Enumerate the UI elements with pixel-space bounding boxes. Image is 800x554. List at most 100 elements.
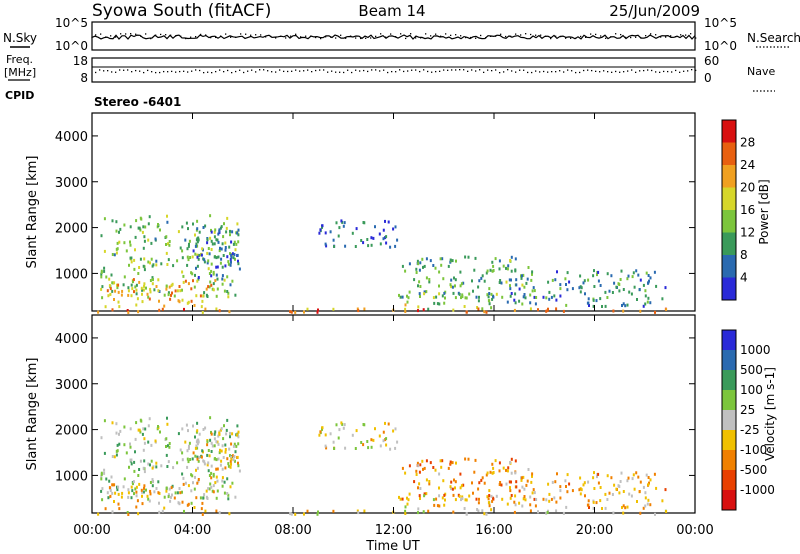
heatmap-cell bbox=[210, 269, 213, 273]
heatmap-cell bbox=[224, 264, 227, 268]
heatmap-cell bbox=[196, 219, 199, 223]
heatmap-cell bbox=[118, 305, 121, 309]
nsearch-dot bbox=[100, 33, 102, 35]
heatmap-cell bbox=[215, 265, 218, 269]
heatmap-cell bbox=[486, 293, 489, 297]
nave-dot bbox=[423, 69, 425, 71]
heatmap-cell bbox=[228, 512, 231, 516]
heatmap-cell bbox=[150, 241, 153, 245]
heatmap-cell bbox=[486, 495, 489, 499]
heatmap-cell bbox=[344, 446, 347, 450]
heatmap-cell bbox=[125, 249, 128, 253]
colorbar-tick-label: 25 bbox=[740, 403, 755, 417]
heatmap-cell bbox=[196, 244, 199, 248]
heatmap-cell bbox=[217, 255, 220, 259]
heatmap-cell bbox=[394, 427, 397, 431]
heatmap-cell bbox=[101, 296, 104, 300]
heatmap-cell bbox=[174, 289, 177, 293]
x-tick-label: 08:00 bbox=[274, 523, 311, 538]
nsearch-dot bbox=[145, 33, 147, 35]
nave-dot bbox=[159, 71, 161, 74]
heatmap-cell bbox=[141, 300, 144, 304]
heatmap-cell bbox=[217, 232, 220, 236]
heatmap-cell bbox=[647, 483, 650, 487]
heatmap-cell bbox=[429, 461, 432, 465]
heatmap-cell bbox=[111, 421, 114, 425]
heatmap-cell bbox=[451, 461, 454, 465]
nsearch-dot bbox=[505, 35, 507, 38]
nsearch-dot bbox=[480, 34, 482, 37]
heatmap-cell bbox=[468, 292, 471, 296]
heatmap-cell bbox=[423, 264, 426, 268]
heatmap-cell bbox=[141, 288, 144, 292]
nave-dot bbox=[411, 69, 413, 71]
nave-dot bbox=[435, 70, 437, 73]
heatmap-cell bbox=[237, 461, 239, 465]
heatmap-cell bbox=[232, 242, 235, 246]
nave-dot bbox=[671, 71, 673, 73]
nsearch-dot bbox=[540, 34, 542, 36]
heatmap-cell bbox=[212, 472, 215, 476]
heatmap-cell bbox=[120, 293, 123, 297]
heatmap-cell bbox=[237, 430, 240, 434]
heatmap-cell bbox=[587, 499, 590, 503]
heatmap-cell bbox=[473, 470, 476, 474]
heatmap-cell bbox=[143, 268, 146, 272]
heatmap-cell bbox=[319, 228, 322, 232]
heatmap-cell bbox=[151, 264, 154, 268]
nave-dot bbox=[519, 69, 521, 71]
heatmap-cell bbox=[132, 280, 134, 284]
heatmap-cell bbox=[140, 488, 143, 492]
heatmap-cell bbox=[329, 432, 332, 436]
heatmap-cell bbox=[166, 416, 168, 420]
heatmap-cell bbox=[477, 501, 480, 505]
heatmap-cell bbox=[593, 285, 596, 288]
heatmap-cell bbox=[135, 494, 138, 498]
heatmap-cell bbox=[379, 242, 382, 246]
heatmap-cell bbox=[404, 471, 407, 475]
heatmap-cell bbox=[321, 426, 324, 430]
nave-dot bbox=[327, 71, 329, 73]
heatmap-cell bbox=[194, 446, 197, 450]
heatmap-cell bbox=[644, 294, 647, 298]
heatmap-cell bbox=[606, 272, 609, 276]
heatmap-cell bbox=[194, 475, 196, 479]
heatmap-cell bbox=[316, 512, 319, 516]
heatmap-cell bbox=[664, 286, 667, 290]
heatmap-cell bbox=[343, 423, 346, 427]
heatmap-cell bbox=[521, 504, 524, 508]
heatmap-cell bbox=[460, 498, 462, 502]
heatmap-cell bbox=[143, 257, 146, 261]
heatmap-cell bbox=[473, 268, 476, 272]
heatmap-cell bbox=[494, 459, 497, 463]
nsearch-dot bbox=[115, 36, 117, 38]
heatmap-cell bbox=[123, 241, 126, 245]
heatmap-cell bbox=[531, 272, 533, 276]
heatmap-cell bbox=[489, 470, 492, 474]
heatmap-cell bbox=[220, 257, 223, 261]
heatmap-cell bbox=[136, 499, 139, 503]
velocity-colorbar-label: Velocity [m s-1] bbox=[763, 367, 777, 461]
heatmap-cell bbox=[187, 460, 190, 464]
nsearch-dot bbox=[460, 35, 462, 37]
heatmap-cell bbox=[134, 235, 137, 239]
station-title: Syowa South (fitACF) bbox=[92, 1, 271, 21]
heatmap-cell bbox=[404, 512, 407, 515]
heatmap-cell bbox=[127, 289, 130, 293]
heatmap-cell bbox=[196, 442, 199, 446]
nsearch-dot bbox=[415, 37, 417, 39]
heatmap-cell bbox=[370, 236, 373, 240]
heatmap-cell bbox=[306, 307, 309, 311]
heatmap-cell bbox=[419, 463, 422, 467]
heatmap-cell bbox=[443, 493, 446, 497]
heatmap-cell bbox=[588, 506, 590, 509]
heatmap-cell bbox=[128, 263, 130, 267]
heatmap-cell bbox=[230, 255, 233, 259]
nsearch-label: N.Search bbox=[747, 31, 800, 45]
heatmap-cell bbox=[108, 284, 111, 288]
heatmap-cell bbox=[619, 278, 622, 281]
heatmap-cell bbox=[611, 493, 614, 496]
heatmap-cell bbox=[578, 286, 581, 290]
nave-dot bbox=[219, 69, 221, 71]
nsearch-dot bbox=[635, 36, 637, 38]
